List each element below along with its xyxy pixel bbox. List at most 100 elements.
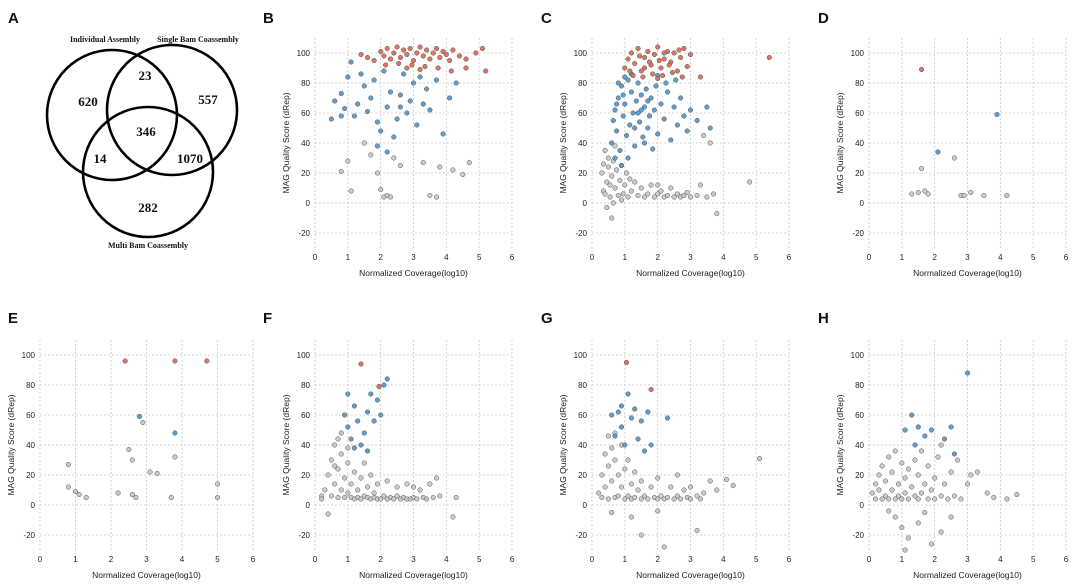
series-red <box>918 66 925 73</box>
data-point-blue <box>371 418 377 424</box>
data-point-red <box>646 59 653 65</box>
data-point-blue <box>397 92 403 98</box>
x-tick-label: 3 <box>965 555 970 564</box>
data-point-gray <box>332 442 338 448</box>
data-point-gray <box>655 182 661 188</box>
data-point-blue <box>136 413 142 420</box>
data-point-blue <box>653 83 659 89</box>
y-tick-label: 0 <box>306 501 311 510</box>
data-point-red <box>440 48 446 55</box>
data-point-red <box>433 45 440 52</box>
data-point-gray <box>909 484 915 490</box>
data-point-blue <box>687 107 694 113</box>
data-point-gray <box>935 454 941 460</box>
data-point-gray <box>65 484 71 490</box>
data-point-blue <box>612 155 618 161</box>
y-tick-label: 40 <box>578 139 587 148</box>
data-point-gray <box>664 192 671 199</box>
venn-diagram: A Individual Assembly Single Bam Coassem… <box>8 10 239 250</box>
data-point-blue <box>635 110 641 116</box>
data-point-red <box>456 53 463 59</box>
data-point-gray <box>368 472 374 478</box>
data-point-blue <box>355 418 361 424</box>
y-tick-label: 20 <box>578 471 587 480</box>
x-axis-title: Normalized Coverage(log10) <box>359 570 468 580</box>
y-tick-label: 80 <box>855 79 864 88</box>
data-point-gray <box>617 177 623 184</box>
data-point-blue <box>915 424 921 430</box>
x-tick-label: 1 <box>900 253 905 262</box>
data-point-blue <box>364 409 371 415</box>
y-tick-label: -20 <box>298 531 310 540</box>
data-point-red <box>650 71 656 77</box>
data-point-red <box>447 57 453 64</box>
data-point-gray <box>609 445 615 451</box>
data-point-gray <box>427 481 433 487</box>
data-point-blue <box>909 412 915 418</box>
data-point-gray <box>941 481 948 487</box>
data-point-blue <box>684 128 690 134</box>
data-point-gray <box>638 532 644 538</box>
data-point-red <box>371 57 377 64</box>
data-point-red <box>437 54 443 61</box>
data-point-gray <box>628 514 634 520</box>
data-point-blue <box>663 80 669 86</box>
data-point-gray <box>450 514 456 520</box>
data-point-gray <box>345 158 351 164</box>
data-point-gray <box>724 476 730 483</box>
data-point-gray <box>338 487 344 493</box>
x-axis-title: Normalized Coverage(log10) <box>636 570 745 580</box>
data-point-gray <box>655 508 661 514</box>
data-point-red <box>660 72 666 79</box>
data-point-gray <box>915 472 921 478</box>
data-point-gray <box>925 463 931 469</box>
data-point-blue <box>632 143 638 149</box>
x-tick-label: 6 <box>510 555 515 564</box>
data-point-gray <box>674 493 680 499</box>
series-gray <box>869 442 1020 553</box>
data-point-blue <box>342 412 348 418</box>
data-point-gray <box>684 189 690 196</box>
data-point-gray <box>605 155 611 161</box>
data-point-gray <box>968 472 974 478</box>
data-point-red <box>450 47 456 53</box>
data-point-red <box>420 53 426 59</box>
x-tick-label: 1 <box>73 555 78 564</box>
data-point-gray <box>674 472 680 478</box>
data-point-blue <box>378 412 384 418</box>
data-point-red <box>635 45 641 52</box>
data-point-gray <box>668 185 674 191</box>
series-blue <box>328 59 459 155</box>
data-point-gray <box>437 493 443 499</box>
y-axis-title: MAG Quality Score (dRep) <box>835 394 845 495</box>
data-point-gray <box>645 191 651 197</box>
data-point-blue <box>378 128 384 134</box>
data-point-red <box>448 68 454 74</box>
data-point-gray <box>886 508 892 514</box>
data-point-gray <box>368 152 374 158</box>
scatter-panel-b: B 0 1 2 3 4 5 6 -20 0 20 40 60 80 100 Normalized Covera… <box>263 10 515 278</box>
data-point-gray <box>450 167 456 173</box>
y-tick-label: 40 <box>855 441 864 450</box>
data-point-gray <box>945 496 951 502</box>
data-point-gray <box>882 493 888 499</box>
y-tick-label: 20 <box>26 471 35 480</box>
x-tick-label: 6 <box>510 253 515 262</box>
x-tick-label: 2 <box>655 555 660 564</box>
data-point-blue <box>674 122 680 128</box>
data-point-blue <box>610 117 616 124</box>
data-point-gray <box>618 197 625 203</box>
y-tick-label: 40 <box>578 441 587 450</box>
data-point-gray <box>1004 192 1010 199</box>
data-point-blue <box>368 95 374 101</box>
data-point-red <box>648 386 654 393</box>
data-point-red <box>378 48 384 55</box>
data-point-blue <box>632 406 638 412</box>
data-point-blue <box>414 122 420 128</box>
data-point-gray <box>602 484 608 490</box>
y-axis-title: MAG Quality Score (dRep) <box>558 394 568 495</box>
venn-count-individual-only: 620 <box>78 94 98 109</box>
data-point-gray <box>214 494 221 501</box>
data-point-blue <box>618 424 625 430</box>
